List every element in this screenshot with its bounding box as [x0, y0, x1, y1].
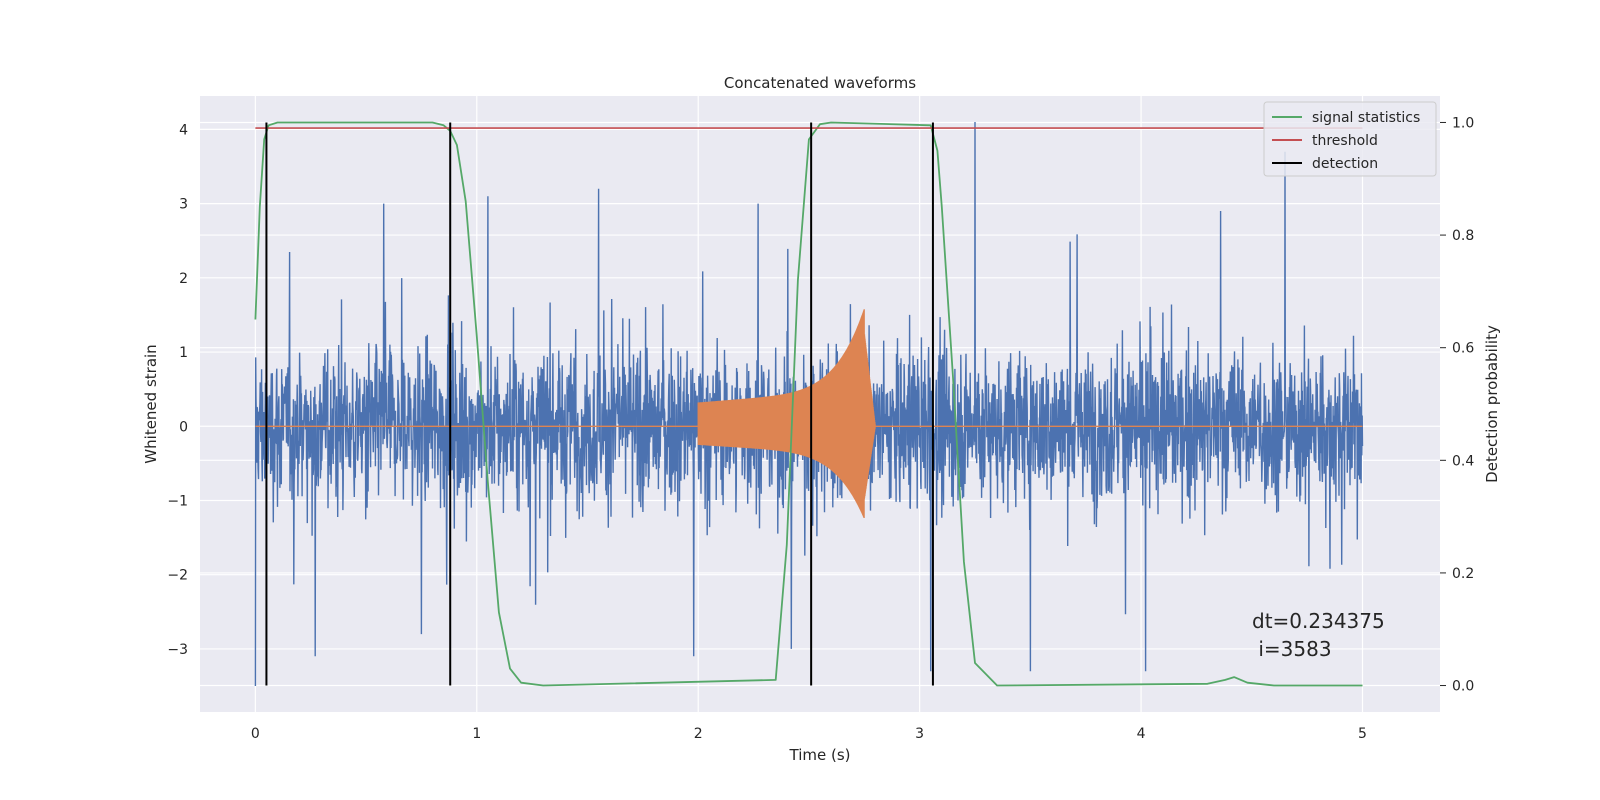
y2-tick-label: 0.8 — [1452, 228, 1474, 244]
annotation-i: i=3583 — [1252, 637, 1332, 661]
legend-entry: detection — [1312, 156, 1378, 172]
y2-tick-label: 0.4 — [1452, 453, 1474, 469]
y2-tick-label: 1.0 — [1452, 115, 1474, 131]
x-tick-label: 1 — [472, 726, 481, 742]
y-tick-label: −1 — [167, 493, 188, 509]
legend-box — [1263, 101, 1437, 177]
y-tick-label: 3 — [179, 197, 188, 213]
x-tick-label: 2 — [694, 726, 703, 742]
legend-entry: signal statistics — [1312, 110, 1420, 126]
x-tick-label: 5 — [1358, 726, 1367, 742]
y-tick-label: 0 — [179, 419, 188, 435]
y-tick-label: −3 — [167, 642, 188, 658]
y2-tick-label: 0.2 — [1452, 566, 1474, 582]
annotation-dt: dt=0.234375 — [1252, 609, 1385, 633]
ticks: 0 1 2 3 4 5 −3 −2 −1 0 1 2 3 4 0.0 0.2 0.4 0.6 0.8 1.0 — [167, 115, 1474, 742]
y-axis-label: Whitened strain — [142, 344, 160, 463]
chirp-series-line — [255, 309, 1363, 519]
x-axis-label: Time (s) — [789, 746, 851, 764]
series-layer — [254, 121, 1364, 687]
x-tick-label: 3 — [915, 726, 924, 742]
x-tick-label: 4 — [1137, 726, 1146, 742]
y-tick-label: 1 — [179, 345, 188, 361]
x-tick-label: 0 — [251, 726, 260, 742]
series-group — [254, 121, 1364, 687]
legend: signal statistics threshold detection — [1263, 101, 1437, 177]
legend-entry: threshold — [1312, 133, 1378, 149]
chart-title: Concatenated waveforms — [724, 74, 916, 92]
y-tick-label: 4 — [179, 122, 188, 138]
y2-axis-label: Detection probability — [1483, 325, 1501, 483]
y2-tick-label: 0.6 — [1452, 341, 1474, 357]
y-tick-label: −2 — [167, 568, 188, 584]
signal-statistics-line — [254, 121, 1363, 687]
y-tick-label: 2 — [179, 271, 188, 287]
y2-tick-label: 0.0 — [1452, 679, 1474, 695]
